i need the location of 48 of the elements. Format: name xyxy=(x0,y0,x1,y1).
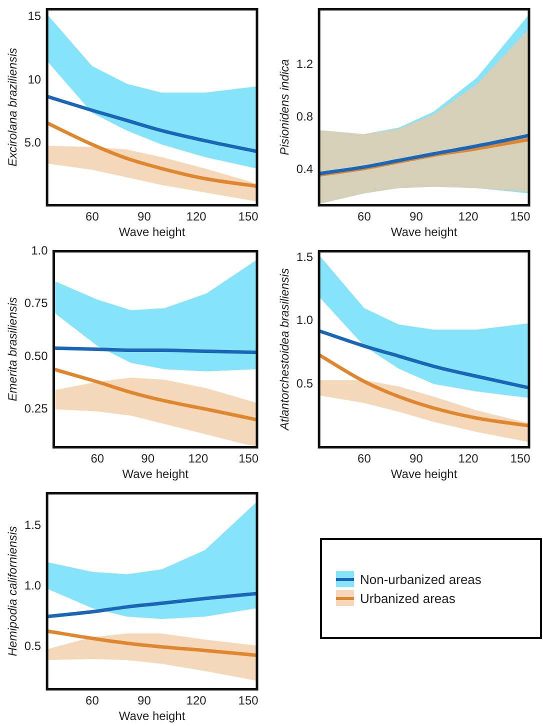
x-tick-label: 60 xyxy=(358,452,372,466)
y-tick-label: 1.5 xyxy=(24,518,42,532)
x-tick-label: 150 xyxy=(238,210,259,224)
y-tick-label: 0.75 xyxy=(24,296,48,310)
x-tick-label: 120 xyxy=(186,694,207,708)
x-axis-title: Wave height xyxy=(122,467,190,482)
y-tick-label: 0.4 xyxy=(296,162,314,176)
x-axis-title: Wave height xyxy=(118,225,186,240)
y-tick-label: 5.0 xyxy=(24,136,42,150)
x-tick-label: 60 xyxy=(90,452,104,466)
legend-label: Non-urbanized areas xyxy=(360,572,482,586)
y-tick-label: 0.5 xyxy=(296,376,314,390)
x-tick-label: 90 xyxy=(410,452,424,466)
x-tick-label: 60 xyxy=(86,210,100,224)
y-tick-label: 1.0 xyxy=(31,244,48,258)
y-axis-title: Emerita brasiliensis xyxy=(6,297,20,402)
x-axis-title: Wave height xyxy=(390,467,458,482)
x-tick-label: 120 xyxy=(458,452,479,466)
x-tick-label: 90 xyxy=(141,452,155,466)
x-tick-label: 90 xyxy=(138,210,152,224)
x-tick-label: 120 xyxy=(186,210,207,224)
y-tick-label: 10 xyxy=(28,72,42,86)
y-tick-label: 0.50 xyxy=(24,348,48,363)
y-axis-title: Hemipodia californiensis xyxy=(6,526,20,656)
x-tick-label: 150 xyxy=(510,210,531,224)
x-tick-label: 150 xyxy=(238,452,259,466)
x-tick-label: 120 xyxy=(458,210,479,224)
y-tick-label: 0.25 xyxy=(24,402,48,416)
y-tick-label: 1.0 xyxy=(24,578,42,593)
x-tick-label: 120 xyxy=(188,452,209,466)
x-tick-label: 60 xyxy=(86,694,100,708)
x-axis-title: Wave height xyxy=(390,225,458,240)
y-tick-label: 0.8 xyxy=(296,109,314,124)
y-axis-title: Pisionidens indica xyxy=(278,58,292,156)
x-tick-label: 60 xyxy=(358,210,372,224)
y-axis-title: Excirolana braziliensis xyxy=(6,48,20,167)
legend-label: Urbanized areas xyxy=(360,590,456,606)
x-axis-title: Wave height xyxy=(118,709,186,724)
x-tick-label: 150 xyxy=(238,694,259,708)
y-tick-label: 15 xyxy=(28,9,42,24)
y-axis-title: Atlantorchestoidea brasiliensis xyxy=(278,268,292,432)
y-tick-label: 1.5 xyxy=(296,250,314,264)
y-tick-label: 0.5 xyxy=(24,639,42,654)
x-tick-label: 150 xyxy=(510,452,531,466)
x-tick-label: 90 xyxy=(410,210,424,224)
y-tick-label: 1.0 xyxy=(296,313,314,328)
y-tick-label: 1.2 xyxy=(296,56,314,71)
x-tick-label: 90 xyxy=(138,694,152,708)
